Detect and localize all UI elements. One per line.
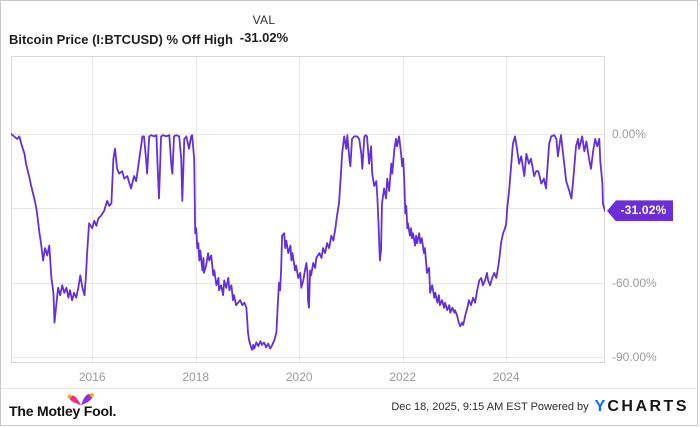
last-value-badge: -31.02% — [607, 200, 673, 222]
motley-fool-wordmark: The Motley Fool. — [9, 403, 117, 419]
timestamp-text: Dec 18, 2025, 9:15 AM EST — [391, 401, 528, 413]
x-axis-tick-label: 2016 — [78, 370, 106, 384]
y-axis-tick-label: -60.00% — [612, 275, 657, 290]
footer-attribution: Dec 18, 2025, 9:15 AM EST Powered by YCH… — [391, 399, 689, 415]
ycharts-logo[interactable]: YCHARTS — [595, 399, 689, 415]
current-value: -31.02% — [239, 30, 289, 45]
motley-fool-logo: The Motley Fool. — [9, 390, 149, 424]
chart-title: Bitcoin Price (I:BTCUSD) % Off High — [9, 32, 233, 47]
x-axis-tick-label: 2018 — [182, 370, 210, 384]
price-line-series — [11, 133, 605, 351]
value-column: VAL -31.02% — [233, 13, 295, 45]
value-column-header: VAL — [252, 13, 276, 27]
y-axis-tick-label: -90.00% — [612, 350, 657, 365]
footer: The Motley Fool. Dec 18, 2025, 9:15 AM E… — [1, 388, 697, 425]
plot-frame — [11, 56, 605, 363]
x-axis-tick-label: 2022 — [389, 370, 417, 384]
x-axis-tick-label: 2024 — [492, 370, 520, 384]
jester-cap-icon — [67, 393, 94, 406]
ycharts-wordmark: CHARTS — [607, 398, 689, 415]
chart-plot-area[interactable] — [11, 56, 605, 363]
ycharts-y-glyph: Y — [594, 398, 608, 415]
chart-timestamp: Dec 18, 2025, 9:15 AM EST Powered by — [391, 401, 588, 413]
x-axis-tick-label: 2020 — [285, 370, 313, 384]
y-axis-tick-label: 0.00% — [612, 126, 647, 141]
powered-by-text: Powered by — [530, 401, 589, 413]
